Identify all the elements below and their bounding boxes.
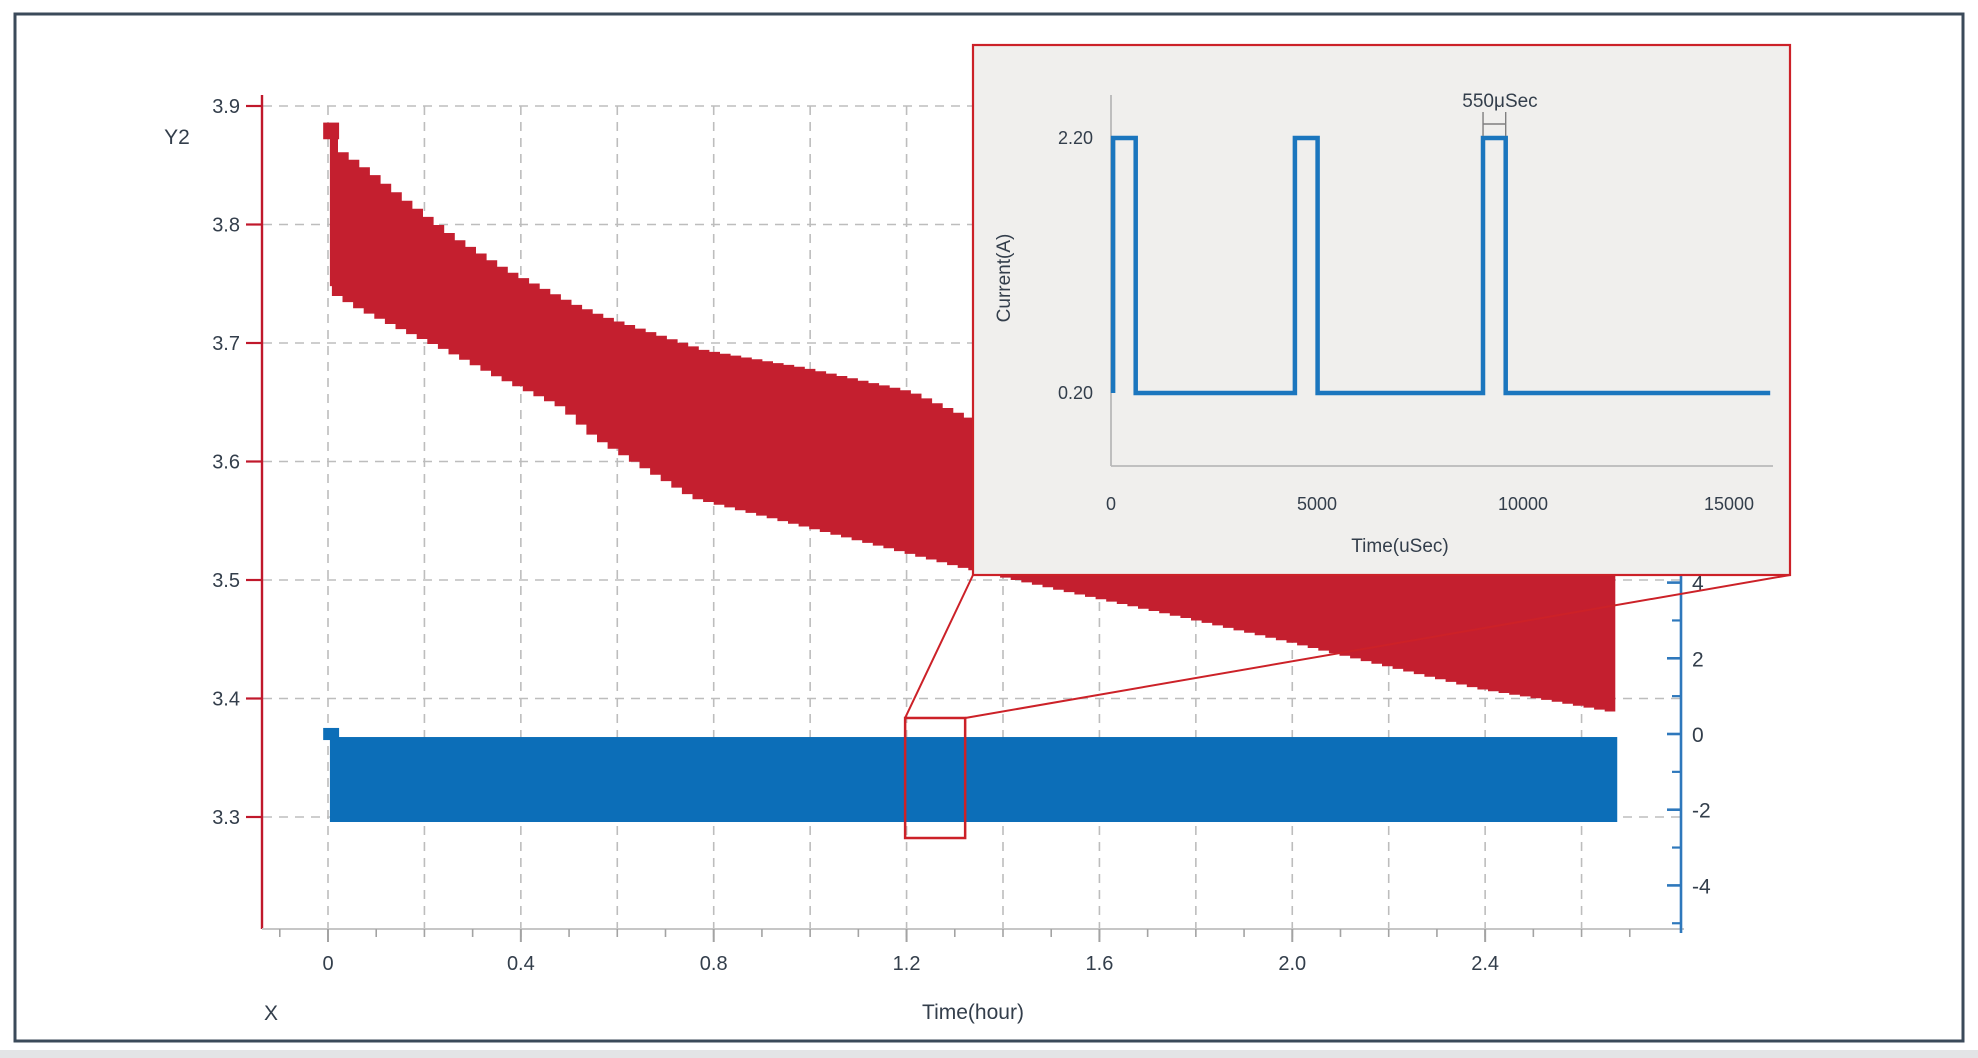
current-band-area [329,737,1618,823]
callout-leader-right [964,574,1791,719]
bottom-axis-tick-label: 1.6 [1086,953,1114,975]
left-axis-tick-label: 3.5 [212,570,240,592]
current-band [323,727,1618,823]
inset-pulse-chart: 2.20 0.20 0 5000 10000 15000 Current(A) Time(… [971,43,1792,577]
inset-x-axis-title: Time(uSec) [1351,536,1448,557]
inset-x-tick-label: 10000 [1498,494,1548,514]
x-axis-title: Time(hour) [922,1001,1024,1024]
callout-rectangle [903,716,967,840]
right-axis-tick-label: 2 [1692,648,1704,671]
inset-x-tick-label: 15000 [1704,494,1754,514]
right-axis-tick-label: -4 [1692,875,1711,898]
inset-y-axis-title: Current(A) [994,234,1015,323]
bottom-strip [0,1050,1978,1058]
bottom-axis-tick-label: 2.4 [1471,953,1499,975]
bottom-axis-tick-label: 2.0 [1278,953,1306,975]
inset-y-tick-label: 0.20 [1058,383,1093,403]
inset-panel [971,43,1792,577]
right-current-axis: 420-2-4 [1667,573,1711,933]
bottom-axis-tick-label: 0.4 [507,953,535,975]
inset-y-tick-label: 2.20 [1058,128,1093,148]
callout-leader-left [904,574,974,719]
bottom-axis-tick-label: 0 [322,953,333,975]
voltage-band-start-cap [323,122,340,140]
pulse-width-bracket [1482,112,1507,136]
inset-tick-labels: 2.20 0.20 0 5000 10000 15000 [1058,128,1754,514]
pulse-width-annotation: 550μSec [1462,91,1537,112]
pulse-waveform [1110,135,1771,396]
left-axis-tick-label: 3.4 [212,689,240,711]
right-axis-tick-label: -2 [1692,800,1711,823]
time-axis: 0 0.4 0.8 1.2 1.6 2.0 2.4 [262,928,1684,975]
bottom-axis-tick-label: 0.8 [700,953,728,975]
current-band-start-step [323,727,340,741]
zoom-callout [903,574,1791,840]
left-axis-tick-label: 3.3 [212,807,240,829]
x-axis-label: X [264,1002,278,1025]
y2-axis-label: Y2 [164,126,190,149]
left-axis-tick-label: 3.7 [212,333,240,355]
left-axis-tick-label: 3.8 [212,215,240,237]
left-voltage-axis: 3.9 3.8 3.7 3.6 3.5 3.4 3.3 [212,95,264,929]
inset-x-tick-label: 0 [1106,494,1116,514]
inset-x-tick-label: 5000 [1297,494,1337,514]
bottom-axis-tick-label: 1.2 [893,953,921,975]
left-axis-tick-label: 3.9 [212,96,240,118]
right-axis-tick-label: 0 [1692,724,1704,747]
left-axis-tick-label: 3.6 [212,452,240,474]
